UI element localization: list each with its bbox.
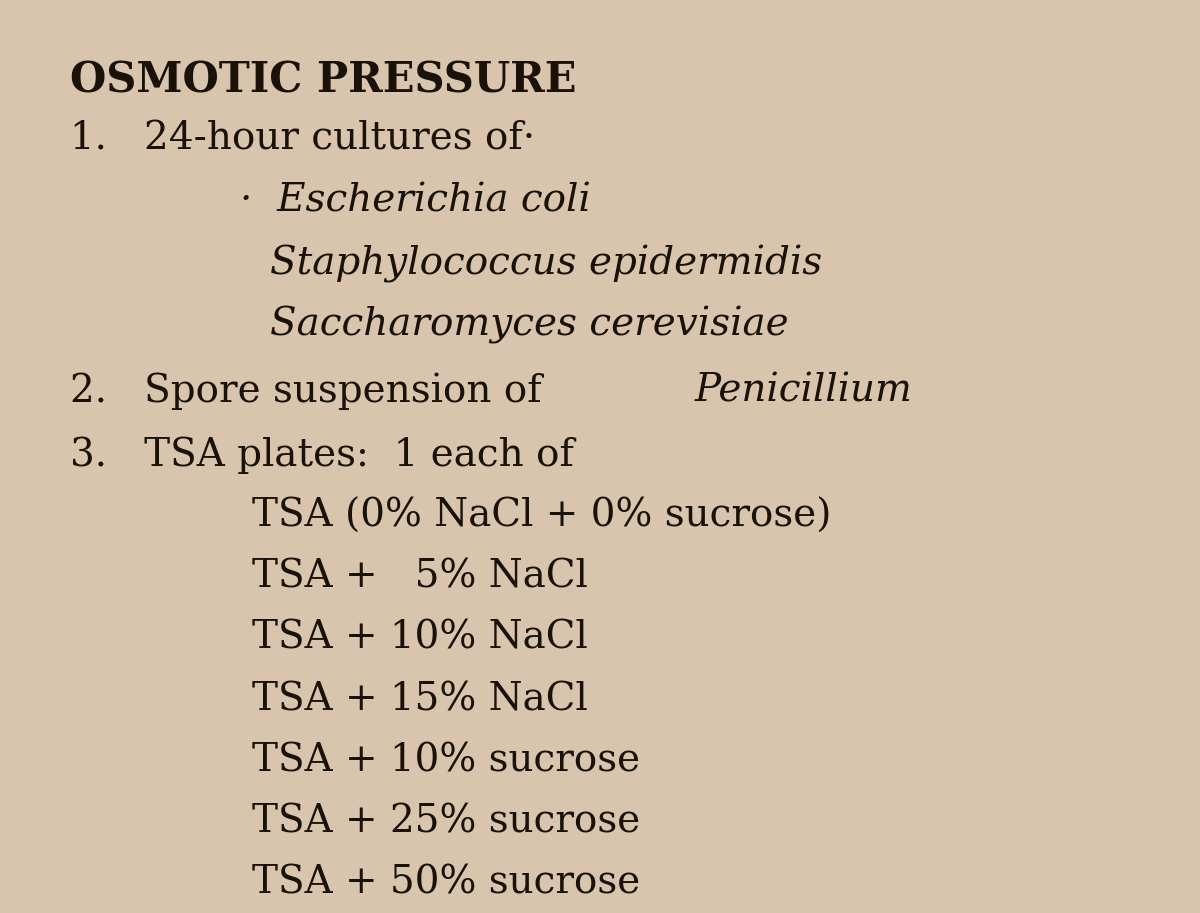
Text: Saccharomyces cerevisiae: Saccharomyces cerevisiae — [270, 306, 788, 344]
Text: 2.   Spore suspension of: 2. Spore suspension of — [70, 373, 553, 410]
Text: TSA +   5% NaCl: TSA + 5% NaCl — [252, 559, 588, 596]
Text: TSA + 10% NaCl: TSA + 10% NaCl — [252, 620, 588, 657]
Text: Staphylococcus epidermidis: Staphylococcus epidermidis — [270, 245, 822, 283]
Text: TSA + 15% NaCl: TSA + 15% NaCl — [252, 681, 588, 719]
Text: TSA + 25% sucrose: TSA + 25% sucrose — [252, 803, 641, 841]
Text: TSA + 10% sucrose: TSA + 10% sucrose — [252, 742, 640, 780]
Text: OSMOTIC PRESSURE: OSMOTIC PRESSURE — [70, 59, 576, 101]
Text: TSA (0% NaCl + 0% sucrose): TSA (0% NaCl + 0% sucrose) — [252, 498, 832, 535]
Text: ·  Escherichia coli: · Escherichia coli — [240, 183, 590, 220]
Text: 3.   TSA plates:  1 each of: 3. TSA plates: 1 each of — [70, 436, 574, 474]
Text: 1.   24-hour cultures of·: 1. 24-hour cultures of· — [70, 121, 535, 158]
Text: Penicillium: Penicillium — [694, 373, 912, 410]
Text: TSA + 50% sucrose: TSA + 50% sucrose — [252, 865, 641, 902]
